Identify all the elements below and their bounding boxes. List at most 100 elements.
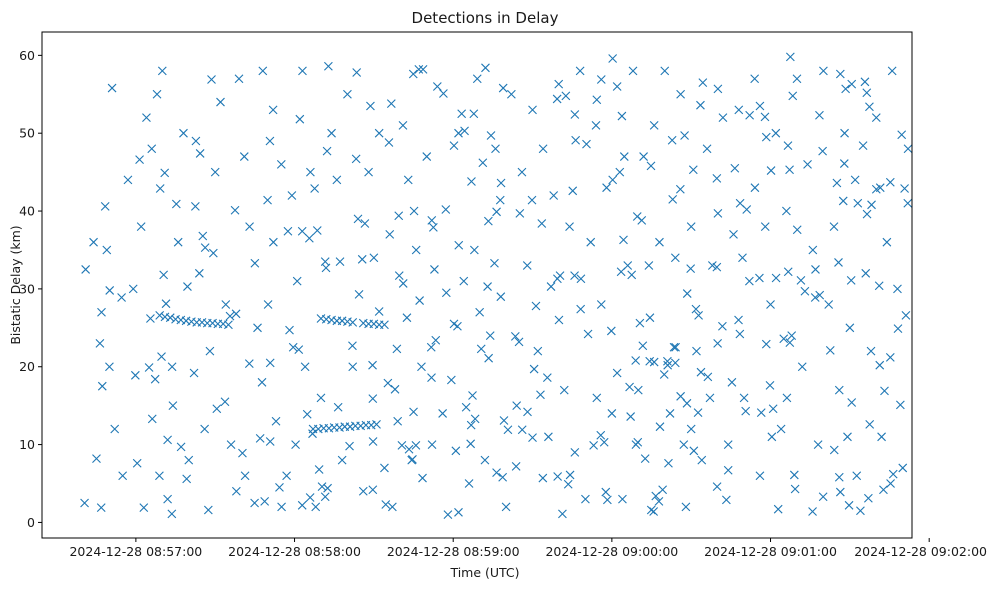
data-point: [428, 223, 438, 232]
data-point: [298, 66, 307, 76]
data-point: [403, 175, 413, 185]
data-point: [486, 131, 496, 140]
data-point: [555, 271, 565, 281]
data-point: [655, 237, 664, 247]
data-point: [813, 440, 823, 449]
data-point: [427, 215, 437, 225]
data-point: [810, 293, 820, 302]
data-point: [95, 338, 105, 348]
data-point: [205, 346, 215, 356]
data-point: [431, 335, 441, 345]
data-point: [886, 479, 895, 488]
data-point: [97, 307, 106, 317]
data-point: [702, 144, 712, 154]
data-point: [538, 144, 548, 154]
data-point: [682, 398, 692, 408]
data-point: [862, 209, 872, 219]
data-point: [788, 91, 798, 101]
data-point: [374, 128, 384, 138]
data-point: [147, 144, 157, 154]
data-point: [865, 102, 874, 112]
data-point: [257, 377, 267, 387]
data-point: [582, 139, 591, 149]
data-point: [649, 121, 659, 130]
data-point: [663, 356, 672, 366]
data-point: [712, 173, 722, 183]
data-point: [387, 502, 397, 512]
data-point: [893, 324, 903, 333]
data-point: [260, 497, 270, 506]
data-point: [475, 307, 485, 317]
data-point: [787, 331, 797, 340]
data-point: [411, 245, 421, 255]
data-point: [718, 113, 728, 123]
data-point: [730, 163, 740, 173]
data-point: [226, 440, 236, 449]
data-point: [320, 492, 330, 502]
data-point: [311, 502, 321, 512]
data-point: [839, 159, 849, 168]
data-point: [250, 498, 259, 508]
data-point: [860, 77, 870, 87]
data-point: [483, 282, 492, 291]
data-point: [646, 505, 656, 515]
data-point: [490, 258, 499, 268]
data-point: [297, 500, 307, 510]
data-point: [216, 97, 225, 107]
data-point: [426, 342, 436, 352]
data-point: [157, 352, 166, 362]
data-point: [561, 91, 571, 101]
data-point: [895, 400, 905, 410]
data-point: [118, 471, 128, 481]
data-point: [689, 446, 699, 456]
data-point: [841, 84, 851, 94]
data-point: [163, 435, 172, 445]
data-point: [167, 509, 177, 519]
data-point: [761, 132, 771, 142]
data-point: [660, 66, 670, 76]
data-point: [136, 222, 146, 232]
data-point: [734, 315, 743, 325]
data-point: [499, 416, 509, 425]
data-point: [766, 166, 776, 175]
data-point: [353, 214, 363, 224]
data-point: [563, 479, 573, 489]
data-point: [210, 167, 220, 177]
data-point: [703, 372, 713, 382]
data-point: [735, 329, 745, 339]
data-point: [760, 112, 770, 122]
data-point: [368, 360, 377, 370]
data-point: [234, 74, 244, 84]
data-point: [861, 268, 871, 278]
data-point: [696, 367, 706, 377]
data-point: [723, 440, 733, 449]
data-point: [633, 385, 643, 395]
data-point: [179, 128, 188, 138]
data-point: [380, 320, 389, 330]
data-point: [623, 261, 633, 270]
data-point: [231, 309, 241, 319]
data-point: [536, 390, 545, 400]
data-point: [619, 235, 628, 245]
data-point: [80, 498, 89, 508]
data-point: [815, 290, 825, 300]
data-point: [300, 362, 310, 372]
data-point: [189, 368, 199, 378]
chart-title: Detections in Delay: [412, 9, 559, 27]
data-point: [351, 154, 361, 164]
data-point: [231, 486, 241, 496]
data-point: [655, 422, 665, 432]
data-point: [834, 472, 844, 482]
y-tick-label: 0: [27, 515, 35, 530]
data-point: [198, 231, 208, 241]
data-point: [81, 265, 91, 274]
data-point: [649, 357, 659, 367]
data-point: [96, 503, 106, 513]
data-point: [691, 304, 701, 314]
data-point: [790, 484, 800, 494]
data-point: [589, 440, 599, 450]
data-point: [461, 402, 471, 412]
data-point: [637, 215, 647, 225]
data-point: [619, 152, 629, 161]
data-point: [583, 329, 593, 339]
